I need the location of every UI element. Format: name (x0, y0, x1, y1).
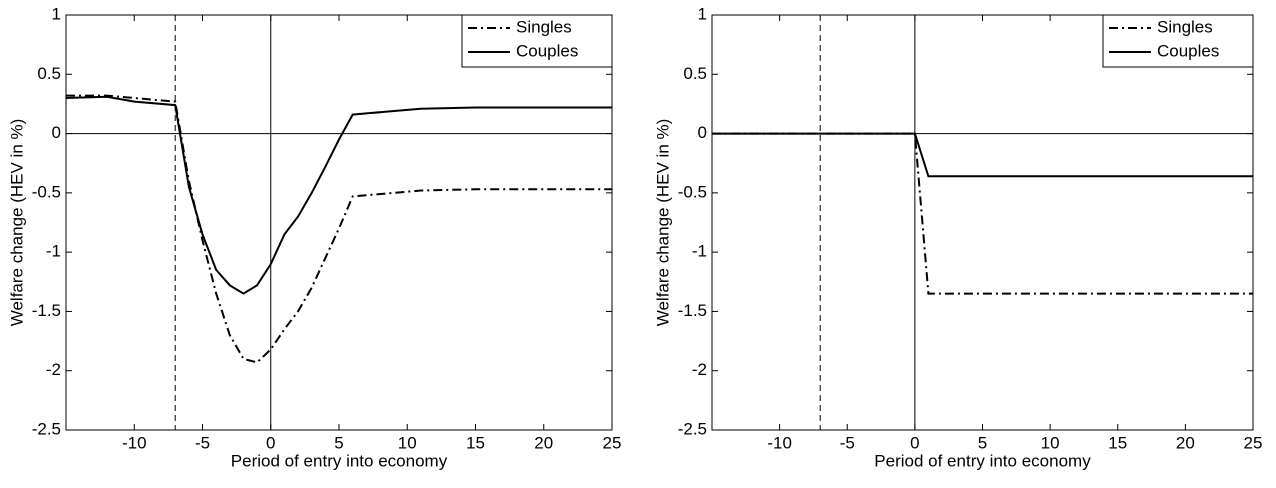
x-tick-label: -5 (840, 433, 855, 452)
x-axis-label: Period of entry into economy (874, 451, 1091, 470)
x-tick-label: 15 (466, 433, 485, 452)
x-tick-label: 10 (398, 433, 417, 452)
y-tick-label: -0.5 (32, 182, 61, 201)
y-tick-label: 0 (698, 123, 707, 142)
y-axis-label: Welfare change (HEV in %) (7, 119, 26, 327)
x-tick-label: 25 (603, 433, 622, 452)
y-tick-label: -1.5 (678, 301, 707, 320)
y-tick-label: -2 (692, 360, 707, 379)
x-tick-label: 0 (910, 433, 919, 452)
y-tick-label: -1.5 (32, 301, 61, 320)
x-tick-label: 5 (334, 433, 343, 452)
y-tick-label: 0.5 (37, 64, 61, 83)
y-tick-label: -1 (46, 242, 61, 261)
y-axis-label: Welfare change (HEV in %) (653, 119, 672, 327)
plot-area (65, 14, 613, 431)
y-tick-label: 0 (52, 123, 61, 142)
y-tick-label: 1 (698, 4, 707, 23)
x-tick-label: 20 (534, 433, 553, 452)
y-tick-label: -2.5 (32, 419, 61, 438)
y-tick-label: -0.5 (678, 182, 707, 201)
legend-label: Couples (1157, 41, 1219, 60)
x-axis-label: Period of entry into economy (231, 451, 448, 470)
y-tick-label: 0.5 (683, 64, 707, 83)
x-tick-label: 25 (1244, 433, 1263, 452)
y-tick-label: -1 (692, 242, 707, 261)
y-tick-label: 1 (52, 4, 61, 23)
legend-box (461, 14, 613, 68)
y-tick-label: -2.5 (678, 419, 707, 438)
line-series (65, 95, 612, 295)
line-series (712, 132, 1253, 178)
x-tick-label: -5 (195, 433, 210, 452)
legend-label: Singles (516, 17, 572, 36)
legend-label: Singles (1157, 17, 1213, 36)
x-tick-label: 5 (978, 433, 987, 452)
x-tick-label: 10 (1041, 433, 1060, 452)
x-tick-label: 0 (266, 433, 275, 452)
x-tick-label: 15 (1108, 433, 1127, 452)
legend-box (1102, 14, 1254, 68)
y-tick-label: -2 (46, 360, 61, 379)
legend-label: Couples (516, 41, 578, 60)
x-tick-label: 20 (1176, 433, 1195, 452)
x-tick-label: -10 (122, 433, 147, 452)
plot-area (711, 14, 1254, 431)
x-tick-label: -10 (767, 433, 792, 452)
